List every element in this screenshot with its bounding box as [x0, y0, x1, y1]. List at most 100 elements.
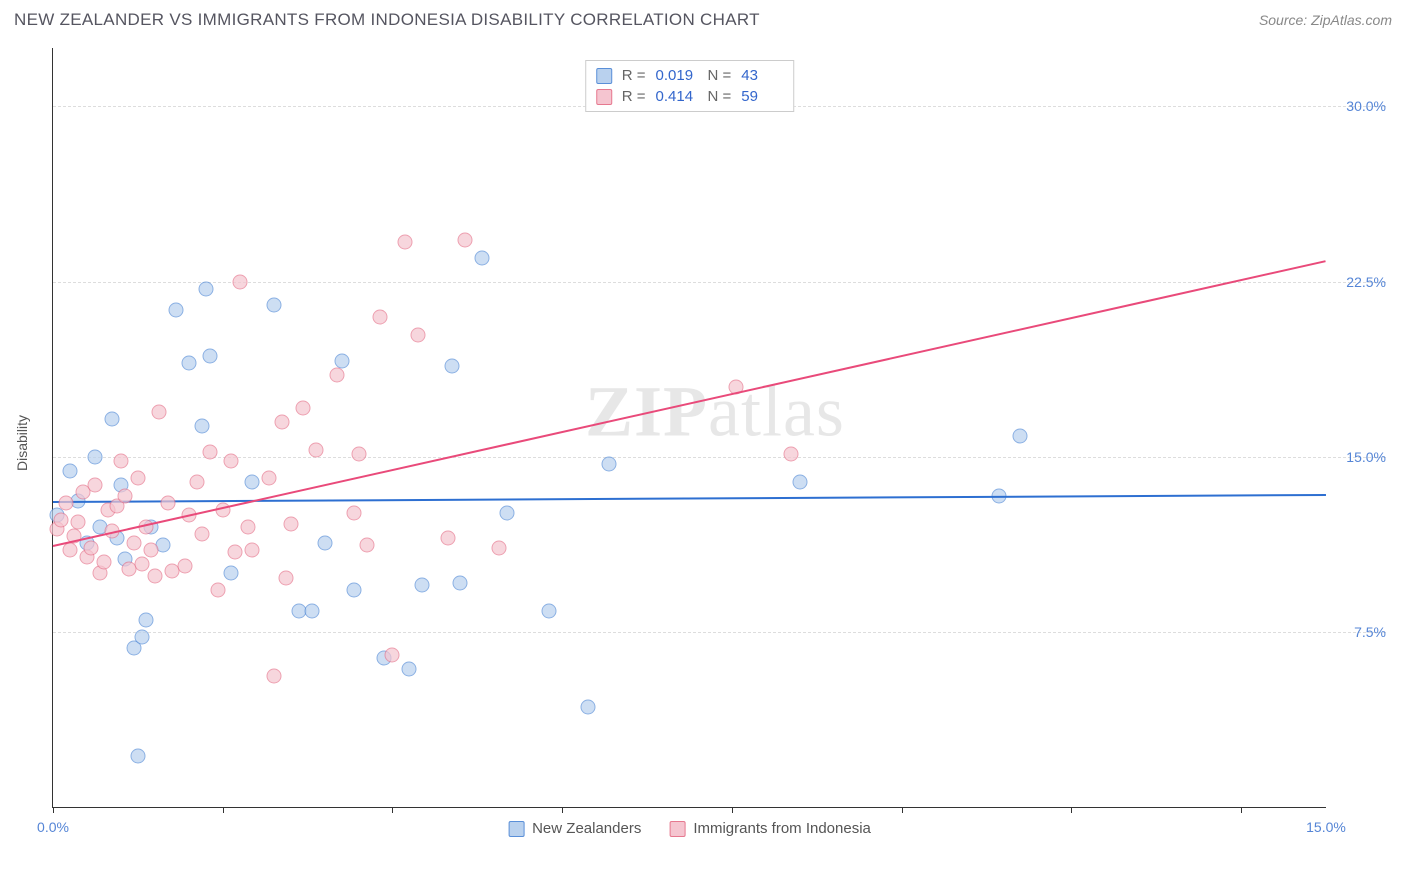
data-point: [96, 554, 111, 569]
data-point: [198, 281, 213, 296]
data-point: [385, 648, 400, 663]
data-point: [309, 442, 324, 457]
plot-area: ZIPatlas R =0.019N =43R =0.414N =59 New …: [52, 48, 1326, 808]
data-point: [784, 447, 799, 462]
legend: New Zealanders Immigrants from Indonesia: [508, 820, 871, 837]
data-point: [203, 445, 218, 460]
data-point: [415, 578, 430, 593]
plot-wrapper: Disability ZIPatlas R = 0.019 N = 43 R = 0.41…: [10, 38, 1396, 848]
data-point: [58, 496, 73, 511]
data-point: [296, 400, 311, 415]
data-point: [330, 367, 345, 382]
series-swatch: [596, 89, 612, 105]
x-tick: [392, 807, 393, 813]
data-point: [54, 512, 69, 527]
x-tick-label: 0.0%: [37, 819, 69, 835]
data-point: [500, 505, 515, 520]
data-point: [241, 519, 256, 534]
data-point: [113, 454, 128, 469]
data-point: [275, 414, 290, 429]
data-point: [440, 531, 455, 546]
data-point: [228, 545, 243, 560]
grid-line: [53, 632, 1386, 633]
data-point: [245, 475, 260, 490]
x-tick: [223, 807, 224, 813]
x-tick: [902, 807, 903, 813]
watermark: ZIPatlas: [585, 371, 845, 454]
data-point: [130, 470, 145, 485]
series-swatch: [596, 68, 612, 84]
y-axis-label: Disability: [14, 415, 30, 471]
grid-line: [53, 282, 1386, 283]
data-point: [351, 447, 366, 462]
data-point: [135, 629, 150, 644]
data-point: [453, 575, 468, 590]
x-tick: [1071, 807, 1072, 813]
data-point: [491, 540, 506, 555]
data-point: [135, 557, 150, 572]
correlation-stats-box: R = 0.019 N = 43 R = 0.414 N = 59: [585, 60, 795, 112]
legend-label: New Zealanders: [532, 820, 641, 837]
stat-r-label: R =: [622, 88, 646, 105]
data-point: [88, 477, 103, 492]
data-point: [262, 470, 277, 485]
data-point: [152, 405, 167, 420]
data-point: [126, 536, 141, 551]
data-point: [194, 419, 209, 434]
y-tick-label: 7.5%: [1354, 624, 1386, 640]
legend-item: Immigrants from Indonesia: [669, 820, 871, 837]
chart-header: NEW ZEALANDER VS IMMIGRANTS FROM INDONES…: [10, 10, 1396, 38]
data-point: [266, 669, 281, 684]
data-point: [88, 449, 103, 464]
data-point: [71, 515, 86, 530]
data-point: [177, 559, 192, 574]
data-point: [334, 353, 349, 368]
data-point: [444, 358, 459, 373]
regression-line: [53, 261, 1326, 548]
data-point: [84, 540, 99, 555]
data-point: [190, 475, 205, 490]
data-point: [398, 234, 413, 249]
x-tick-label: 15.0%: [1306, 819, 1346, 835]
data-point: [224, 454, 239, 469]
data-point: [130, 748, 145, 763]
data-point: [143, 543, 158, 558]
stat-r-value: 0.019: [656, 67, 698, 84]
stat-n-value: 43: [741, 67, 783, 84]
data-point: [304, 603, 319, 618]
data-point: [1013, 428, 1028, 443]
legend-swatch: [669, 821, 685, 837]
stats-row: R = 0.414 N = 59: [596, 86, 784, 107]
data-point: [266, 297, 281, 312]
legend-swatch: [508, 821, 524, 837]
stats-row: R = 0.019 N = 43: [596, 65, 784, 86]
data-point: [317, 536, 332, 551]
y-tick-label: 15.0%: [1346, 449, 1386, 465]
data-point: [160, 496, 175, 511]
x-tick: [732, 807, 733, 813]
data-point: [203, 349, 218, 364]
chart-container: NEW ZEALANDER VS IMMIGRANTS FROM INDONES…: [10, 10, 1396, 882]
data-point: [792, 475, 807, 490]
x-tick: [562, 807, 563, 813]
data-point: [474, 251, 489, 266]
chart-title: NEW ZEALANDER VS IMMIGRANTS FROM INDONES…: [14, 10, 760, 30]
data-point: [118, 489, 133, 504]
stat-n-label: N =: [708, 67, 732, 84]
data-point: [457, 232, 472, 247]
data-point: [224, 566, 239, 581]
stat-n-label: N =: [708, 88, 732, 105]
data-point: [194, 526, 209, 541]
stat-r-value: 0.414: [656, 88, 698, 105]
data-point: [245, 543, 260, 558]
data-point: [211, 582, 226, 597]
data-point: [62, 463, 77, 478]
data-point: [410, 328, 425, 343]
data-point: [181, 356, 196, 371]
chart-source: Source: ZipAtlas.com: [1259, 12, 1392, 28]
legend-item: New Zealanders: [508, 820, 641, 837]
stat-r-label: R =: [622, 67, 646, 84]
data-point: [402, 662, 417, 677]
stat-n-value: 59: [741, 88, 783, 105]
data-point: [147, 568, 162, 583]
